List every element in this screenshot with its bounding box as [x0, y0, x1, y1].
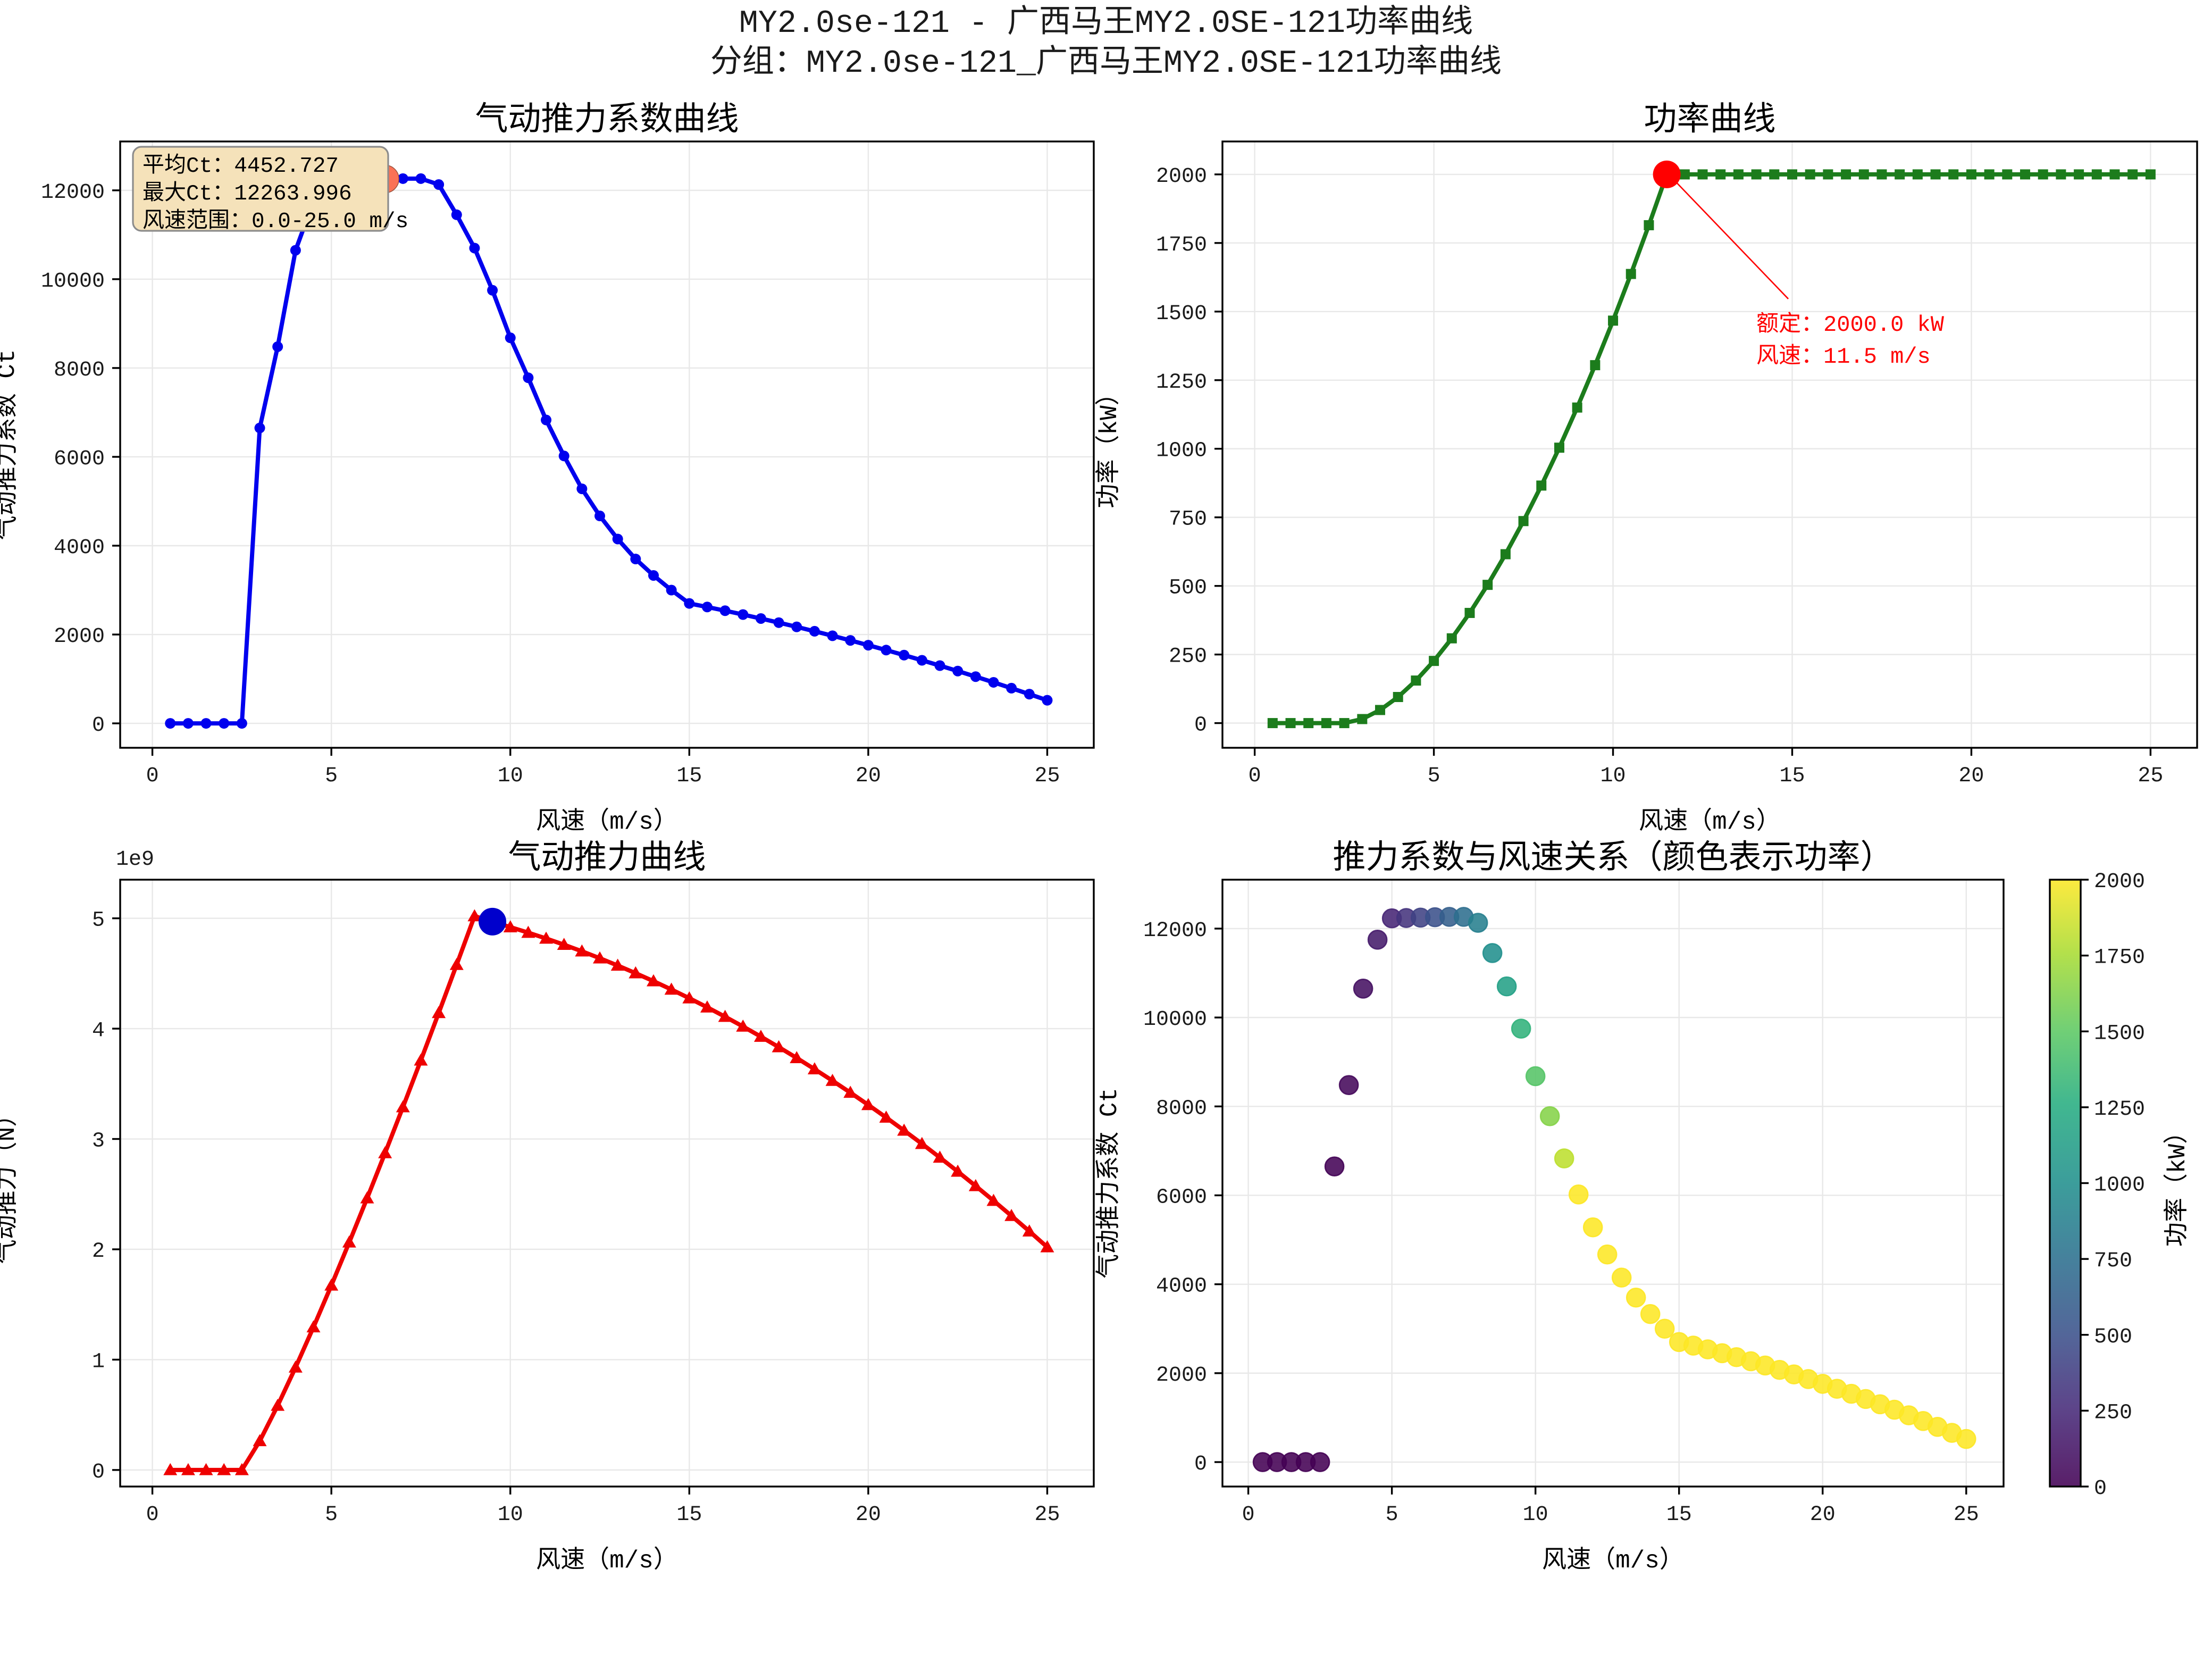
svg-text:10000: 10000	[1143, 1008, 1207, 1032]
svg-text:5: 5	[325, 1503, 338, 1527]
svg-text:12000: 12000	[1143, 919, 1207, 943]
svg-text:气动推力曲线: 气动推力曲线	[508, 839, 706, 878]
svg-text:2: 2	[92, 1240, 105, 1264]
svg-text:功率（kW）: 功率（kW）	[2164, 1120, 2192, 1247]
svg-text:风速范围：0.0-25.0 m/s: 风速范围：0.0-25.0 m/s	[143, 208, 408, 234]
svg-text:推力系数与风速关系（颜色表示功率）: 推力系数与风速关系（颜色表示功率）	[1333, 839, 1893, 878]
svg-text:2000: 2000	[54, 625, 105, 649]
svg-text:250: 250	[1169, 645, 1207, 669]
svg-text:6000: 6000	[54, 447, 105, 471]
svg-text:2000: 2000	[2094, 870, 2145, 894]
svg-text:1000: 1000	[2094, 1174, 2145, 1198]
svg-text:0: 0	[1194, 1452, 1207, 1476]
svg-text:3: 3	[92, 1130, 105, 1154]
svg-text:气动推力系数 Ct: 气动推力系数 Ct	[1095, 1088, 1124, 1279]
svg-text:0: 0	[2094, 1477, 2107, 1501]
svg-text:气动推力系数 Ct: 气动推力系数 Ct	[0, 349, 21, 540]
svg-text:风速：11.5 m/s: 风速：11.5 m/s	[1756, 344, 1931, 370]
svg-text:10000: 10000	[41, 270, 105, 294]
svg-text:10: 10	[498, 1503, 523, 1527]
svg-text:500: 500	[1169, 577, 1207, 600]
svg-text:10: 10	[1523, 1503, 1548, 1527]
svg-text:2000: 2000	[1156, 165, 1207, 189]
svg-text:气动推力（N）: 气动推力（N）	[0, 1103, 21, 1264]
svg-text:8000: 8000	[54, 358, 105, 382]
svg-text:功率曲线: 功率曲线	[1644, 101, 1775, 140]
svg-text:15: 15	[676, 1503, 702, 1527]
svg-text:0: 0	[92, 1460, 105, 1484]
svg-text:20: 20	[1810, 1503, 1836, 1527]
svg-text:8000: 8000	[1156, 1097, 1207, 1121]
svg-text:0: 0	[1242, 1503, 1255, 1527]
svg-text:6000: 6000	[1156, 1186, 1207, 1209]
svg-text:最大Ct：12263.996: 最大Ct：12263.996	[143, 181, 352, 206]
svg-text:25: 25	[1954, 1503, 1979, 1527]
svg-text:4: 4	[92, 1019, 105, 1043]
svg-text:4000: 4000	[1156, 1275, 1207, 1299]
svg-text:1500: 1500	[1156, 302, 1207, 326]
svg-text:2000: 2000	[1156, 1364, 1207, 1388]
svg-text:5: 5	[1386, 1503, 1398, 1527]
svg-text:风速（m/s）: 风速（m/s）	[536, 1547, 678, 1575]
svg-text:风速（m/s）: 风速（m/s）	[1542, 1547, 1684, 1575]
svg-text:平均Ct：4452.727: 平均Ct：4452.727	[143, 153, 339, 179]
svg-text:4000: 4000	[54, 536, 105, 560]
svg-text:1e9: 1e9	[116, 848, 154, 872]
svg-text:5: 5	[92, 909, 105, 933]
svg-text:500: 500	[2094, 1325, 2132, 1349]
svg-text:20: 20	[856, 1503, 881, 1527]
svg-text:12000: 12000	[41, 181, 105, 205]
svg-text:1500: 1500	[2094, 1022, 2145, 1046]
svg-text:1750: 1750	[1156, 233, 1207, 257]
svg-text:250: 250	[2094, 1401, 2132, 1425]
svg-text:1750: 1750	[2094, 946, 2145, 970]
svg-text:1250: 1250	[1156, 371, 1207, 395]
svg-text:气动推力系数曲线: 气动推力系数曲线	[475, 101, 739, 140]
svg-text:750: 750	[1169, 508, 1207, 532]
svg-text:15: 15	[1666, 1503, 1692, 1527]
svg-text:功率（kW）: 功率（kW）	[1095, 381, 1124, 508]
svg-text:750: 750	[2094, 1249, 2132, 1273]
svg-text:1250: 1250	[2094, 1098, 2145, 1122]
svg-text:0: 0	[146, 1503, 159, 1527]
svg-text:1000: 1000	[1156, 439, 1207, 463]
svg-text:额定：2000.0 kW: 额定：2000.0 kW	[1756, 311, 1945, 338]
svg-text:1: 1	[92, 1350, 105, 1374]
